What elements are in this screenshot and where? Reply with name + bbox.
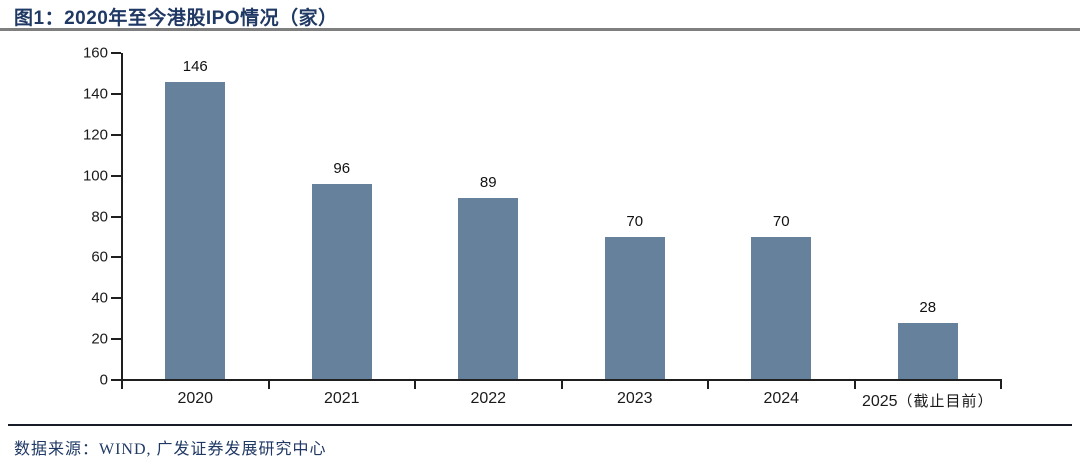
y-tick-label: 60 [91, 248, 108, 266]
source-note: 数据来源：WIND, 广发证券发展研究中心 [14, 441, 327, 458]
x-axis-label: 2024 [763, 390, 800, 407]
x-axis-line [121, 379, 1002, 381]
bar-2021 [311, 183, 372, 380]
bar-value-label: 70 [772, 212, 790, 230]
bar-2025 [897, 322, 958, 380]
y-tick-label: 140 [82, 85, 108, 103]
y-tick-label: 160 [82, 44, 108, 62]
x-axis-label: 2020 [177, 390, 214, 407]
y-tick-label: 120 [82, 126, 108, 144]
y-tick-mark [111, 215, 121, 218]
x-axis-label-suffix: （截止目前） [897, 394, 994, 410]
bar-value-label: 146 [182, 57, 208, 75]
y-tick-label: 20 [91, 330, 108, 348]
x-axis-label: 2021 [323, 390, 360, 407]
x-tick-mark [707, 381, 709, 389]
y-tick-mark [111, 379, 121, 381]
x-tick-mark [560, 381, 563, 389]
y-tick-label: 100 [82, 167, 108, 185]
bar-2020 [165, 81, 226, 380]
y-tick-mark [111, 133, 121, 136]
x-axis-label: 2023 [616, 390, 653, 407]
bar-value-label: 28 [919, 298, 937, 316]
y-tick-mark [111, 92, 121, 95]
y-tick-mark [111, 338, 121, 341]
y-tick-mark [111, 52, 121, 54]
bar-2023 [604, 236, 665, 380]
title-divider [0, 28, 1080, 31]
x-tick-mark [121, 381, 123, 389]
x-axis-label-year: 2025 [861, 393, 898, 410]
x-axis-label: 2025（截止目前） [828, 390, 1028, 411]
x-axis-label: 2022 [470, 390, 507, 407]
bar-2022 [458, 198, 519, 380]
figure-title: 图1：2020年至今港股IPO情况（家） [14, 8, 338, 29]
x-tick-mark [414, 381, 416, 389]
y-tick-label: 40 [91, 289, 108, 307]
bar-value-label: 89 [479, 174, 497, 192]
bar-value-label: 70 [626, 212, 644, 230]
y-tick-mark [111, 174, 121, 177]
y-tick-mark [111, 297, 121, 300]
source-divider [8, 424, 1072, 426]
bar-2024 [751, 236, 812, 380]
y-tick-mark [111, 256, 121, 259]
y-tick-label: 80 [91, 208, 108, 225]
x-tick-mark [1000, 381, 1002, 389]
x-tick-mark [853, 381, 856, 389]
x-tick-mark [267, 381, 270, 389]
bar-value-label: 96 [333, 159, 351, 177]
y-tick-label: 0 [99, 371, 108, 389]
y-axis-line [121, 53, 123, 382]
